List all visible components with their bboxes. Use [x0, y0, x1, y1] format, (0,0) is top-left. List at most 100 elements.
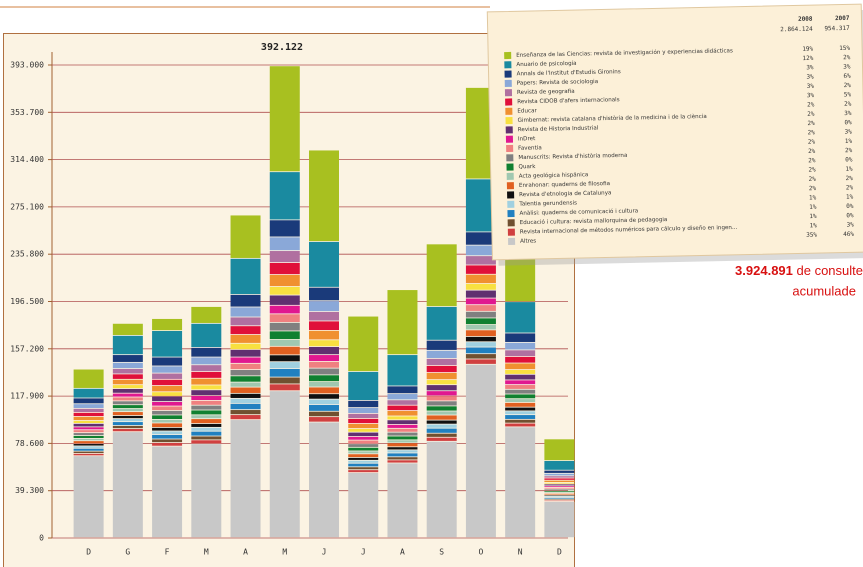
bar-segment [230, 403, 261, 410]
bar-segment [465, 336, 496, 342]
bar-segment [73, 448, 104, 451]
bar-segment [269, 295, 300, 305]
x-tick-label: O [479, 548, 484, 557]
bar-segment [387, 424, 418, 428]
bar-segment [505, 402, 536, 407]
bar-segment [348, 451, 379, 454]
bar-segment [309, 287, 339, 301]
legend-share: 15% [839, 45, 850, 52]
bar-segment [505, 399, 536, 403]
x-tick-label: F [165, 548, 170, 557]
bar-segment [309, 404, 339, 411]
legend-label: Acta geológica hispánica [519, 171, 589, 179]
x-tick-label: M [282, 548, 287, 557]
bar-segment [191, 371, 222, 378]
x-tick-label: A [243, 548, 248, 557]
bar-segment [269, 322, 300, 331]
y-tick-label: 235.800 [10, 250, 44, 259]
legend-share: 1% [845, 138, 853, 145]
bar-segment [269, 314, 300, 323]
legend-share: 2% [846, 175, 854, 182]
bar-segment [191, 357, 222, 365]
bar-segment [73, 388, 104, 398]
bar-segment [465, 364, 496, 538]
x-tick-label: S [439, 548, 444, 557]
bar-segment [230, 393, 261, 398]
legend-share: 2% [807, 120, 815, 127]
x-tick-label: M [204, 548, 209, 557]
bar-segment [465, 342, 496, 347]
legend-label: Anuario de psicología [516, 60, 576, 68]
bar-segment [112, 379, 143, 385]
bar-segment [191, 444, 222, 538]
bar-segment [112, 374, 143, 379]
bar-segment [269, 274, 300, 287]
bar-segment [309, 417, 339, 422]
bar-segment [309, 355, 339, 361]
legend-label: Altres [520, 238, 536, 244]
legend-swatch [507, 228, 515, 236]
bar-segment [426, 437, 457, 441]
bar-segment [387, 400, 418, 405]
legend-swatch [505, 107, 513, 115]
bar-segment [269, 220, 300, 237]
bar-segment [348, 457, 379, 460]
bar-segment [73, 451, 104, 454]
bar-segment [112, 432, 143, 538]
bar-segment [309, 311, 339, 321]
y-tick-label: 353.700 [10, 108, 44, 117]
legend-share: 2% [808, 139, 816, 146]
bar-segment [112, 355, 143, 362]
legend-label: Revista d'etnologia de Catalunya [519, 190, 611, 198]
bar-segment [309, 411, 339, 417]
bar-segment [465, 347, 496, 354]
legend-swatch [505, 135, 514, 143]
bar-segment [73, 423, 104, 427]
legend-label: Enrahonar: quaderns de filosofia [519, 181, 610, 189]
bar-segment [505, 411, 536, 415]
bar-segment [191, 419, 222, 424]
bar-segment [465, 318, 496, 325]
bar-segment [465, 359, 496, 364]
bar-segment [505, 350, 536, 357]
bar-segment [505, 370, 536, 374]
bar-segment [269, 262, 300, 275]
bar-segment [230, 349, 261, 357]
bar-segment [73, 453, 104, 456]
legend-share: 0% [846, 212, 854, 219]
bar-segment [426, 391, 457, 396]
bar-segment [112, 362, 143, 369]
bar-segment [191, 378, 222, 385]
bar-segment [191, 400, 222, 405]
bar-segment [348, 418, 379, 424]
bar-segment [348, 467, 379, 470]
bar-segment [152, 406, 183, 411]
bar-segment [230, 357, 261, 363]
bar-segment [191, 436, 222, 440]
bar-segment [426, 396, 457, 401]
bar-segment [73, 441, 104, 444]
bar-segment [544, 490, 575, 492]
x-tick-label: J [322, 548, 327, 557]
bar-segment [387, 428, 418, 432]
bar-segment [387, 411, 418, 416]
bar-segment [73, 444, 104, 446]
legend-share: 2% [809, 185, 817, 192]
bar-segment [309, 330, 339, 340]
bar-segment [112, 388, 143, 393]
legend-label: Quark [518, 164, 536, 170]
legend-share: 0% [846, 203, 854, 210]
bar-segment [191, 427, 222, 431]
bar-segment [112, 415, 143, 419]
bar-segment [112, 412, 143, 416]
bar-segment [505, 423, 536, 427]
bar-segment [112, 393, 143, 397]
bar-segment [230, 307, 261, 317]
bar-segment [387, 443, 418, 447]
bar-segment [309, 394, 339, 399]
legend-share: 2% [843, 54, 851, 61]
legend-share: 1% [809, 194, 817, 201]
bar-segment [426, 350, 457, 359]
bar-segment [505, 380, 536, 385]
bar-segment [465, 265, 496, 274]
